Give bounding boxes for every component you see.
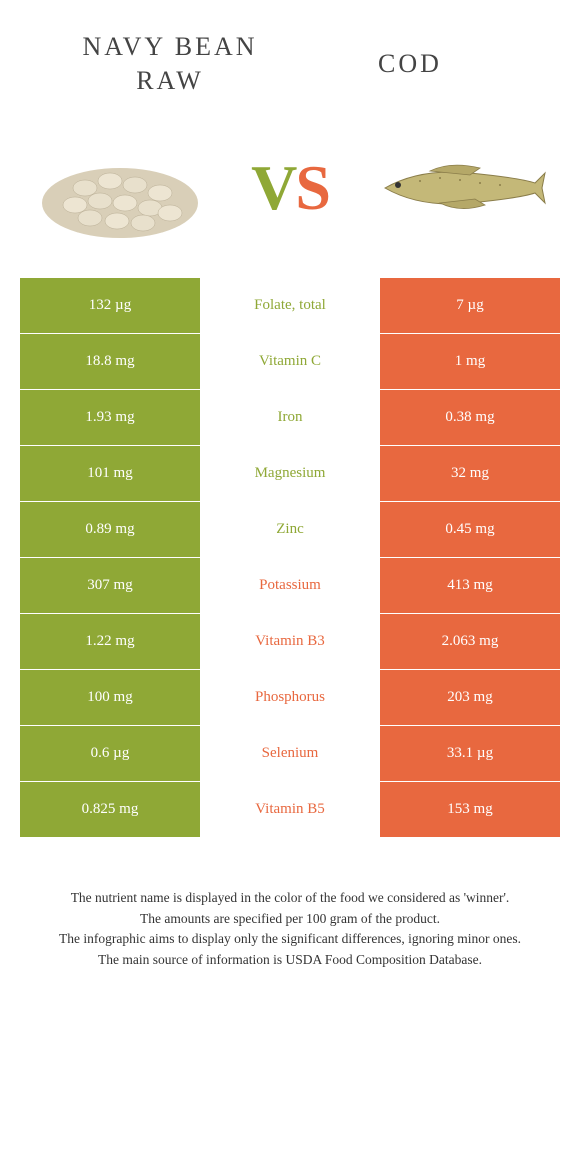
fish-icon [370, 153, 550, 223]
right-value: 153 mg [380, 782, 560, 838]
vs-v: V [251, 152, 295, 223]
right-value: 0.38 mg [380, 390, 560, 446]
right-value: 2.063 mg [380, 614, 560, 670]
left-value: 132 µg [20, 278, 200, 334]
right-value: 7 µg [380, 278, 560, 334]
left-value: 101 mg [20, 446, 200, 502]
table-row: 100 mgPhosphorus203 mg [20, 670, 560, 726]
left-value: 0.6 µg [20, 726, 200, 782]
right-value: 0.45 mg [380, 502, 560, 558]
right-value: 1 mg [380, 334, 560, 390]
left-title-line2: RAW [50, 64, 290, 98]
nutrient-name: Iron [200, 390, 380, 446]
nutrient-table: 132 µgFolate, total7 µg18.8 mgVitamin C1… [20, 278, 560, 838]
table-row: 132 µgFolate, total7 µg [20, 278, 560, 334]
right-food-title: COD [290, 47, 530, 81]
nutrient-name: Vitamin C [200, 334, 380, 390]
right-value: 33.1 µg [380, 726, 560, 782]
images-row: VS [0, 118, 580, 278]
nutrient-name: Selenium [200, 726, 380, 782]
vs-s: S [295, 152, 329, 223]
table-row: 0.89 mgZinc0.45 mg [20, 502, 560, 558]
right-value: 203 mg [380, 670, 560, 726]
beans-icon [35, 133, 205, 243]
cod-image [370, 128, 550, 248]
footer-line1: The nutrient name is displayed in the co… [30, 888, 550, 909]
table-row: 1.93 mgIron0.38 mg [20, 390, 560, 446]
footer-notes: The nutrient name is displayed in the co… [0, 838, 580, 992]
nutrient-name: Phosphorus [200, 670, 380, 726]
nutrient-name: Zinc [200, 502, 380, 558]
table-row: 1.22 mgVitamin B32.063 mg [20, 614, 560, 670]
nutrient-name: Folate, total [200, 278, 380, 334]
header: NAVY BEAN RAW COD [0, 0, 580, 118]
left-value: 0.825 mg [20, 782, 200, 838]
left-value: 0.89 mg [20, 502, 200, 558]
left-value: 100 mg [20, 670, 200, 726]
nutrient-name: Vitamin B3 [200, 614, 380, 670]
footer-line4: The main source of information is USDA F… [30, 950, 550, 971]
nutrient-name: Vitamin B5 [200, 782, 380, 838]
table-row: 101 mgMagnesium32 mg [20, 446, 560, 502]
footer-line2: The amounts are specified per 100 gram o… [30, 909, 550, 930]
table-row: 18.8 mgVitamin C1 mg [20, 334, 560, 390]
left-food-title: NAVY BEAN RAW [50, 30, 290, 98]
navy-bean-image [30, 128, 210, 248]
footer-line3: The infographic aims to display only the… [30, 929, 550, 950]
left-value: 18.8 mg [20, 334, 200, 390]
nutrient-name: Magnesium [200, 446, 380, 502]
table-row: 0.6 µgSelenium33.1 µg [20, 726, 560, 782]
left-title-line1: NAVY BEAN [50, 30, 290, 64]
left-value: 307 mg [20, 558, 200, 614]
right-value: 413 mg [380, 558, 560, 614]
left-value: 1.93 mg [20, 390, 200, 446]
vs-label: VS [251, 151, 329, 225]
table-row: 307 mgPotassium413 mg [20, 558, 560, 614]
right-value: 32 mg [380, 446, 560, 502]
left-value: 1.22 mg [20, 614, 200, 670]
table-row: 0.825 mgVitamin B5153 mg [20, 782, 560, 838]
nutrient-name: Potassium [200, 558, 380, 614]
